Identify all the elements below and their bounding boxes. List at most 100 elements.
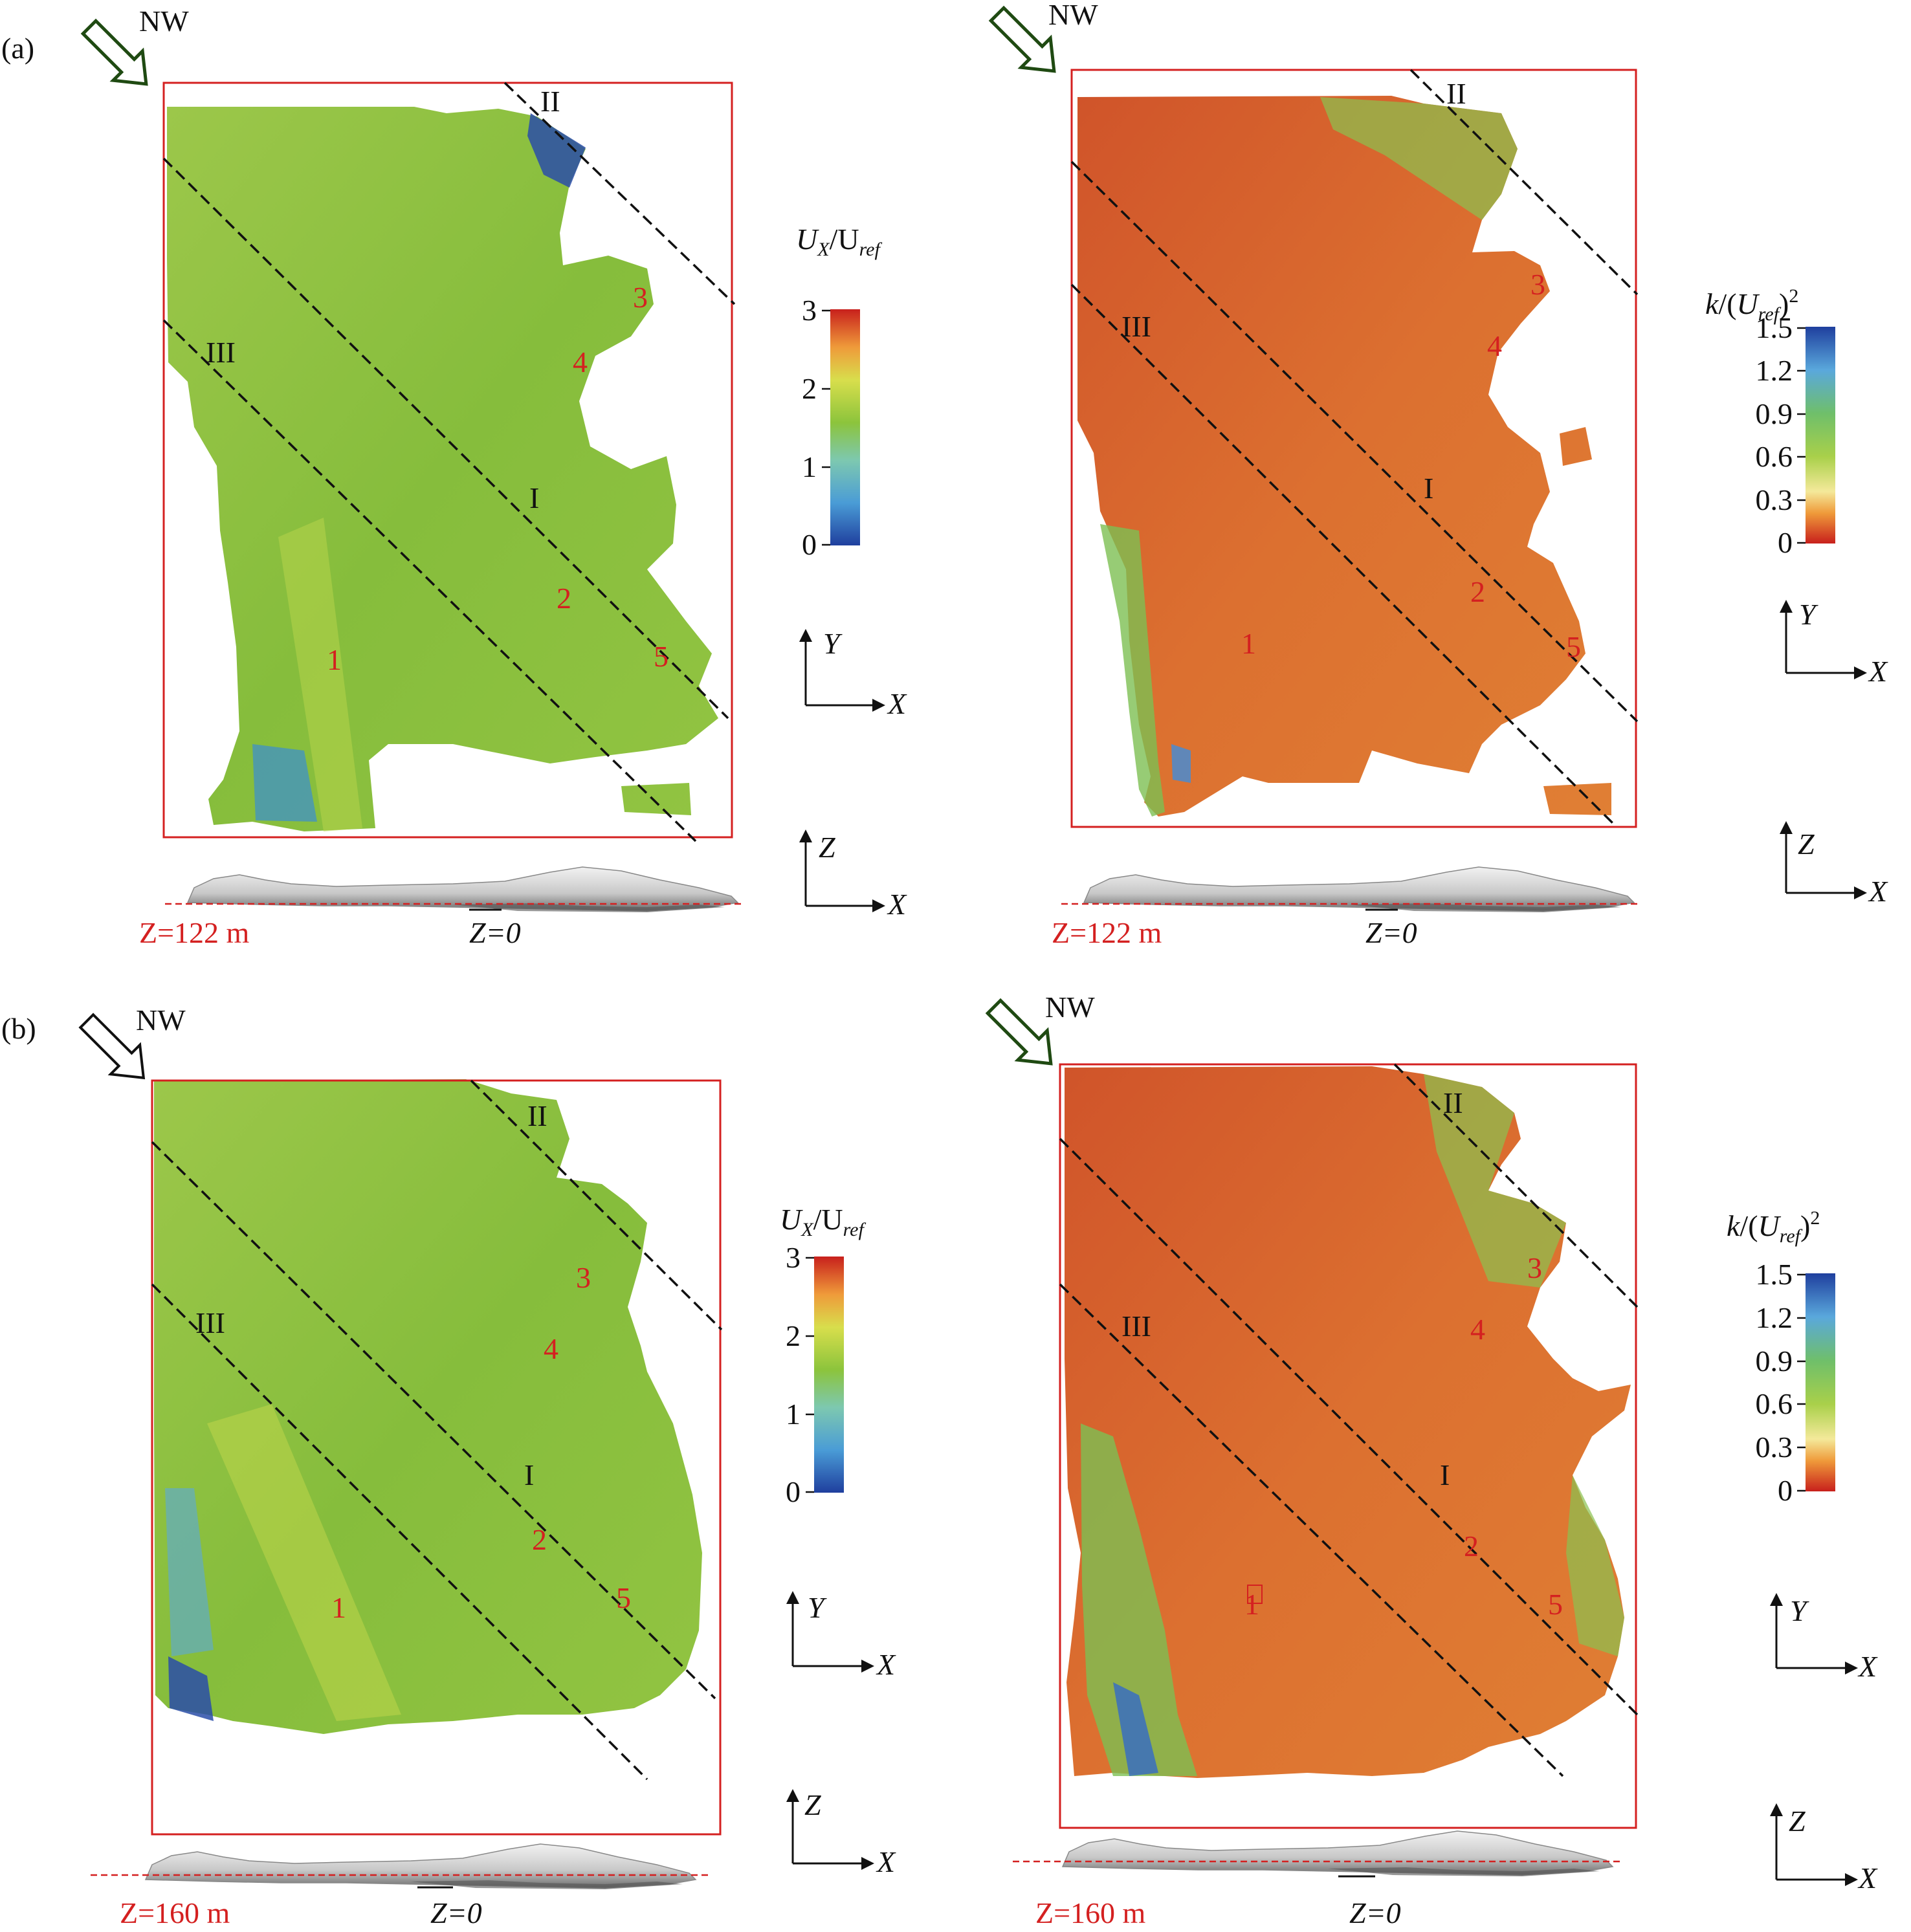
terrain-profile bbox=[186, 866, 739, 912]
field-green-patch bbox=[1424, 1074, 1566, 1288]
axis-x-head bbox=[872, 899, 885, 912]
colorbar: k/(Uref)2 1.5 1.2 0.9 0.6 0.3 bbox=[1727, 1207, 1835, 1507]
section-label-I: I bbox=[1440, 1458, 1450, 1491]
point-label-3: 3 bbox=[1527, 1251, 1542, 1284]
z-plane-label: Z=122 m bbox=[139, 916, 250, 949]
point-label-5: 5 bbox=[1548, 1588, 1563, 1621]
domain-frame bbox=[1059, 1063, 1637, 1829]
point-label-2: 2 bbox=[557, 582, 571, 615]
xz-axes-icon bbox=[1770, 1803, 1858, 1886]
probe-marker bbox=[1247, 1585, 1263, 1604]
section-line-II bbox=[1393, 1063, 1639, 1308]
axis-label-z: Z bbox=[1789, 1805, 1806, 1838]
xz-axes-icon bbox=[799, 829, 885, 912]
colorbar-tick-label: 0.6 bbox=[1756, 1387, 1793, 1420]
svg-text:UX/Uref: UX/Uref bbox=[796, 223, 882, 260]
colorbar-title-u: U bbox=[1737, 287, 1760, 320]
xy-axes-icon bbox=[786, 1591, 874, 1673]
terrain-profile bbox=[1083, 866, 1635, 912]
section-line-III bbox=[1059, 1283, 1564, 1777]
section-line-III bbox=[151, 1283, 648, 1781]
colorbar-title-ref: ref bbox=[843, 1219, 867, 1240]
terrain-side-view bbox=[91, 1843, 712, 1889]
wind-direction-label: NW bbox=[1048, 0, 1098, 31]
colorbar-title-slash: /U bbox=[813, 1203, 843, 1236]
xy-axes-icon bbox=[799, 629, 885, 712]
wind-arrow-icon bbox=[988, 5, 1056, 73]
section-line-II bbox=[470, 1079, 723, 1331]
colorbar-tick-label: 3 bbox=[802, 294, 817, 327]
colorbar-scale bbox=[1806, 1273, 1835, 1491]
colorbar-title-close: ) bbox=[1779, 287, 1789, 320]
axis-z-head bbox=[1770, 1803, 1783, 1816]
axis-y-head bbox=[786, 1591, 799, 1604]
colorbar: UX/Uref 3 2 1 0 bbox=[796, 223, 882, 561]
section-line-I bbox=[1059, 1137, 1642, 1719]
terrain-side-view bbox=[1061, 866, 1637, 912]
colorbar-title-mid: /( bbox=[1740, 1209, 1758, 1242]
section-label-I: I bbox=[1424, 472, 1433, 505]
colorbar-tick-label: 0.9 bbox=[1756, 1345, 1793, 1378]
terrain-shadow bbox=[1328, 1867, 1600, 1876]
field-green-patch bbox=[1100, 524, 1165, 817]
axis-y-head bbox=[1780, 600, 1793, 613]
colorbar-tick-label: 0 bbox=[1778, 526, 1793, 559]
point-label-5: 5 bbox=[1566, 630, 1581, 663]
section-label-I: I bbox=[529, 481, 539, 514]
colorbar-tick-label: 1.5 bbox=[1756, 1258, 1793, 1291]
field-green-patch bbox=[1566, 1475, 1624, 1656]
colorbar-scale bbox=[1806, 327, 1835, 543]
colorbar-title-u: U bbox=[780, 1203, 803, 1236]
colorbar-tick-label: 1.2 bbox=[1756, 354, 1793, 387]
colorbar: UX/Uref 3 2 1 0 bbox=[780, 1203, 866, 1508]
axis-label-x: X bbox=[887, 687, 907, 720]
section-label-II: II bbox=[1446, 77, 1466, 110]
point-label-3: 3 bbox=[633, 281, 648, 314]
point-label-1: 1 bbox=[1244, 1588, 1259, 1621]
z-plane-label: Z=122 m bbox=[1052, 916, 1162, 949]
section-lines bbox=[162, 82, 736, 842]
section-line-I bbox=[1070, 160, 1639, 723]
axis-x-head bbox=[1845, 1873, 1858, 1886]
terrain-shadow bbox=[411, 1880, 683, 1889]
section-line-III bbox=[162, 319, 697, 842]
terrain-side-view bbox=[165, 866, 741, 912]
point-label-5: 5 bbox=[654, 640, 668, 673]
colorbar-tick-label: 1.2 bbox=[1756, 1301, 1793, 1334]
terrain-shadow bbox=[453, 903, 725, 912]
point-label-2: 2 bbox=[532, 1523, 547, 1556]
terrain-shadow bbox=[1349, 903, 1621, 912]
axis-x-head bbox=[1845, 1662, 1858, 1674]
colorbar-tick-label: 0.6 bbox=[1756, 440, 1793, 473]
row-a: (a) NW II I III 1 2 3 4 5 bbox=[1, 0, 1888, 949]
colorbar-scale bbox=[830, 309, 860, 545]
point-label-1: 1 bbox=[331, 1591, 346, 1624]
colorbar-tick-label: 0 bbox=[802, 528, 817, 561]
colorbar-tick-label: 0 bbox=[1778, 1474, 1793, 1507]
section-lines bbox=[1070, 69, 1639, 826]
section-line-III bbox=[1070, 283, 1616, 826]
field-streak bbox=[278, 518, 362, 831]
velocity-field bbox=[154, 1079, 702, 1734]
section-lines bbox=[151, 1079, 723, 1781]
colorbar-title-x: X bbox=[817, 239, 830, 260]
field-green-patch bbox=[1320, 97, 1518, 220]
axis-label-z: Z bbox=[1798, 828, 1815, 861]
domain-frame bbox=[162, 82, 733, 839]
colorbar-title-mid: /( bbox=[1718, 287, 1736, 320]
axis-label-y: Y bbox=[823, 627, 843, 660]
wind-arrow-icon bbox=[985, 998, 1053, 1066]
axis-z-head bbox=[786, 1789, 799, 1802]
colorbar-title-slash: /U bbox=[830, 223, 859, 256]
colorbar-tick-label: 0.3 bbox=[1756, 1431, 1793, 1464]
axis-label-z: Z bbox=[819, 831, 835, 864]
point-label-4: 4 bbox=[544, 1332, 558, 1365]
axis-label-x: X bbox=[1857, 1650, 1878, 1683]
field-blue-patch bbox=[1113, 1682, 1158, 1776]
point-label-4: 4 bbox=[1487, 329, 1502, 362]
colorbar-title-u: U bbox=[796, 223, 819, 256]
colorbar-tick-label: 0.3 bbox=[1756, 483, 1793, 516]
domain-frame bbox=[1070, 69, 1637, 828]
colorbar-title-ref: ref bbox=[1758, 303, 1782, 325]
point-label-4: 4 bbox=[573, 346, 588, 379]
